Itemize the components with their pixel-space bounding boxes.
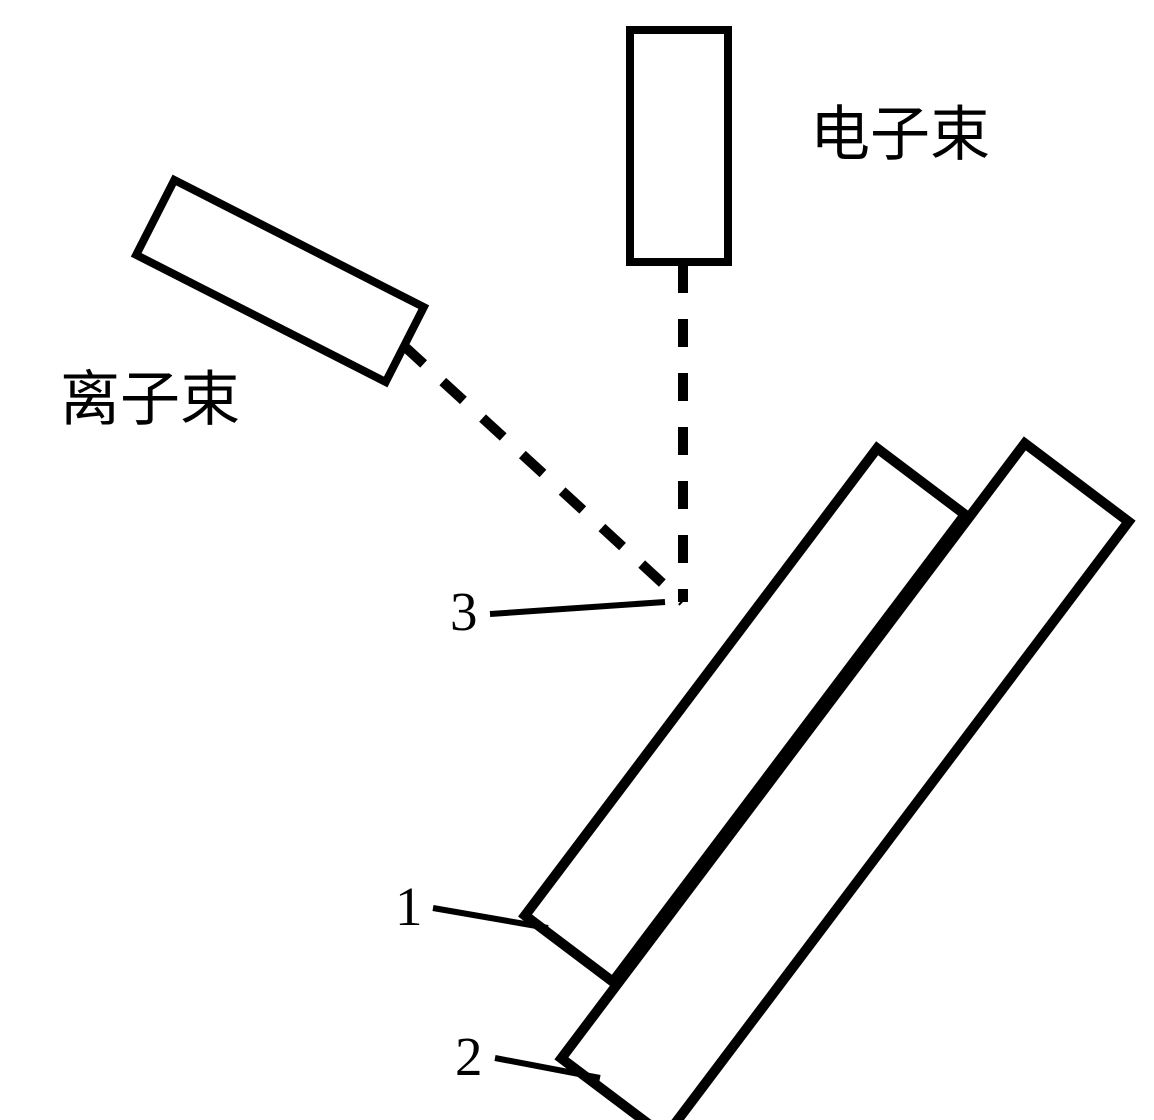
callout-three-label: 3 xyxy=(450,581,478,642)
electron-beam-label: 电子束 xyxy=(810,102,990,168)
ion-beam-label: 离子束 xyxy=(60,367,240,433)
callout-one-label: 1 xyxy=(395,876,423,937)
callout-two-label: 2 xyxy=(455,1026,483,1087)
